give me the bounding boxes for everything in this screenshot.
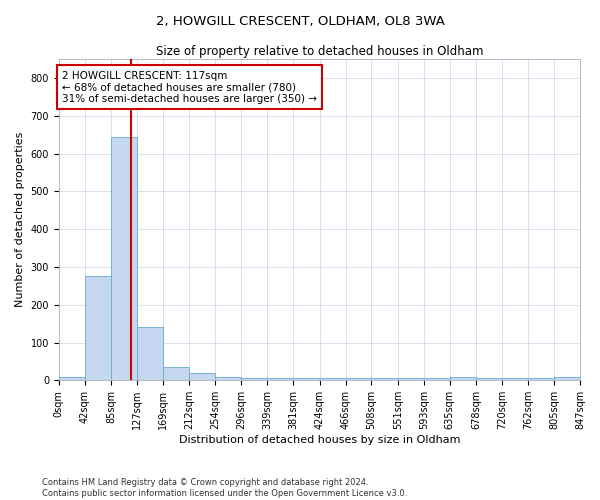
Bar xyxy=(163,367,189,380)
Bar xyxy=(293,378,320,380)
Bar xyxy=(371,378,398,380)
Bar xyxy=(502,378,527,380)
Bar xyxy=(241,378,268,380)
Y-axis label: Number of detached properties: Number of detached properties xyxy=(15,132,25,308)
Bar xyxy=(111,136,137,380)
Bar xyxy=(554,378,580,380)
Text: 2 HOWGILL CRESCENT: 117sqm
← 68% of detached houses are smaller (780)
31% of sem: 2 HOWGILL CRESCENT: 117sqm ← 68% of deta… xyxy=(62,70,317,104)
Bar xyxy=(137,328,163,380)
Bar xyxy=(449,378,476,380)
Bar xyxy=(476,378,502,380)
X-axis label: Distribution of detached houses by size in Oldham: Distribution of detached houses by size … xyxy=(179,435,460,445)
Bar xyxy=(189,373,215,380)
Bar xyxy=(320,378,346,380)
Text: 2, HOWGILL CRESCENT, OLDHAM, OL8 3WA: 2, HOWGILL CRESCENT, OLDHAM, OL8 3WA xyxy=(155,15,445,28)
Bar xyxy=(424,378,449,380)
Bar xyxy=(346,378,371,380)
Bar xyxy=(85,276,111,380)
Title: Size of property relative to detached houses in Oldham: Size of property relative to detached ho… xyxy=(155,45,483,58)
Bar xyxy=(59,376,85,380)
Bar xyxy=(398,378,424,380)
Bar xyxy=(268,378,293,380)
Bar xyxy=(527,378,554,380)
Text: Contains HM Land Registry data © Crown copyright and database right 2024.
Contai: Contains HM Land Registry data © Crown c… xyxy=(42,478,407,498)
Bar xyxy=(215,376,241,380)
